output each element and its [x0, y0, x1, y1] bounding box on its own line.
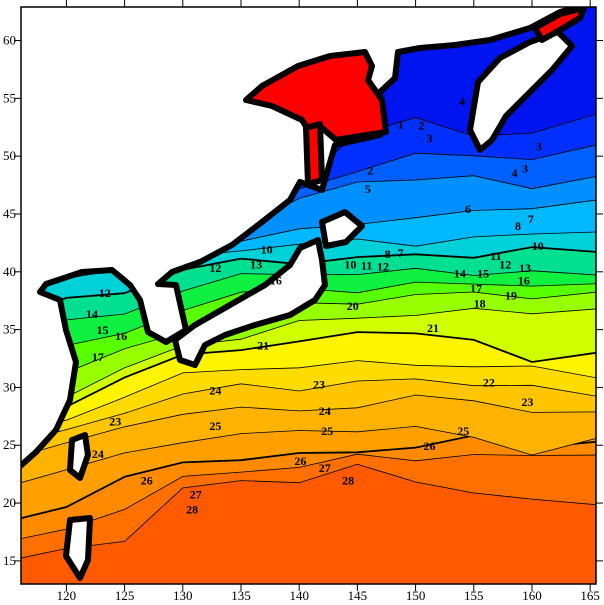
contour-label: 18 — [474, 297, 486, 311]
contour-label: 12 — [99, 286, 111, 300]
sakhalin-region — [303, 121, 325, 187]
contour-label: 4 — [459, 94, 465, 108]
luzon — [63, 515, 93, 581]
contour-label: 5 — [365, 182, 371, 196]
contour-label: 16 — [115, 329, 127, 343]
isotherm-22 — [21, 378, 596, 442]
contour-label: 2 — [367, 164, 373, 178]
contour-label: 7 — [528, 212, 534, 226]
contour-label: 27 — [319, 461, 331, 475]
contour-label: 15 — [477, 267, 489, 281]
contour-label: 19 — [505, 289, 517, 303]
y-tick-label: 20 — [3, 495, 16, 510]
contour-label: 3 — [536, 139, 542, 153]
contour-label: 28 — [342, 474, 354, 488]
contour-label: 2 — [418, 119, 424, 133]
contour-label: 3 — [522, 161, 528, 175]
taiwan — [67, 432, 91, 481]
red-coast-strip — [532, 7, 587, 43]
contour-label: 21 — [257, 338, 269, 352]
y-tick-label: 25 — [3, 437, 16, 452]
contour-label: 24 — [92, 447, 104, 461]
contour-label: 6 — [465, 202, 471, 216]
y-tick-label: 40 — [3, 264, 16, 279]
contour-label: 24 — [209, 383, 221, 397]
contour-label: 8 — [515, 219, 521, 233]
contour-label: 7 — [397, 246, 403, 260]
isotherm-23 — [21, 394, 596, 457]
contour-label: 13 — [519, 261, 531, 275]
contour-label: 4 — [512, 166, 518, 180]
contour-label: 25 — [209, 419, 221, 433]
contour-label: 1 — [397, 117, 403, 131]
contour-label: 11 — [361, 258, 372, 272]
hokkaido — [319, 209, 365, 249]
kamchatka — [467, 29, 575, 153]
isotherm-26 — [21, 453, 596, 540]
contour-label: 26 — [294, 454, 306, 468]
contour-label: 12 — [209, 261, 221, 275]
contour-label: 10 — [344, 257, 356, 271]
isotherm-18 — [21, 307, 596, 414]
y-tick-label: 55 — [3, 90, 16, 105]
contour-label: 23 — [521, 395, 533, 409]
contour-label: 23 — [109, 415, 121, 429]
asia-mainland — [21, 7, 590, 470]
japan-honshu-kyushu — [172, 237, 328, 368]
contour-label: 15 — [96, 323, 108, 337]
y-tick-label: 50 — [3, 148, 16, 163]
axes: 120 125 130 135 140 145 150 155 160 1651520253035… — [3, 0, 603, 603]
contour-label: 25 — [457, 424, 469, 438]
land-masks — [21, 7, 590, 581]
contour-label: 14 — [454, 267, 466, 281]
contour-label: 21 — [427, 321, 439, 335]
contour-label: 23 — [313, 378, 325, 392]
contour-label: 3 — [427, 131, 433, 145]
contour-label: 17 — [470, 282, 482, 296]
contour-label: 26 — [141, 474, 153, 488]
contour-label: 17 — [92, 350, 104, 364]
contour-label: 26 — [424, 439, 436, 453]
contour-label: 27 — [190, 487, 202, 501]
contour-label: 16 — [270, 274, 282, 288]
x-tick-label: 155 — [464, 588, 484, 603]
x-tick-label: 140 — [289, 588, 309, 603]
x-tick-label: 165 — [580, 588, 600, 603]
y-tick-label: 45 — [3, 206, 16, 221]
plot-frame — [20, 6, 597, 585]
x-tick-label: 135 — [231, 588, 251, 603]
isotherm-27 — [21, 463, 596, 559]
isotherm-21 — [21, 360, 596, 431]
contour-label: 20 — [347, 299, 359, 313]
y-tick-label: 15 — [3, 553, 16, 568]
contour-label: 8 — [385, 247, 391, 261]
x-tick-label: 160 — [522, 588, 542, 603]
contour-label: 11 — [490, 249, 501, 263]
contour-label: 24 — [319, 404, 331, 418]
x-tick-label: 120 — [57, 588, 77, 603]
y-tick-label: 35 — [3, 322, 16, 337]
x-tick-label: 130 — [173, 588, 193, 603]
contour-label: 10 — [532, 239, 544, 253]
contour-label: 22 — [483, 375, 495, 389]
isotherm-20 — [21, 331, 596, 423]
contour-label: 12 — [377, 260, 389, 274]
contour-label: 12 — [499, 257, 511, 271]
x-tick-label: 145 — [348, 588, 368, 603]
y-tick-label: 60 — [3, 33, 16, 48]
contour-label: 10 — [261, 242, 273, 256]
x-tick-label: 125 — [115, 588, 135, 603]
contour-label: 25 — [321, 424, 333, 438]
isotherm-24 — [21, 425, 596, 484]
contour-label: 13 — [250, 257, 262, 271]
contour-label: 14 — [86, 307, 98, 321]
y-tick-label: 30 — [3, 379, 16, 394]
contour-label: 28 — [186, 502, 198, 516]
contour-label: 16 — [518, 274, 530, 288]
x-tick-label: 150 — [406, 588, 426, 603]
